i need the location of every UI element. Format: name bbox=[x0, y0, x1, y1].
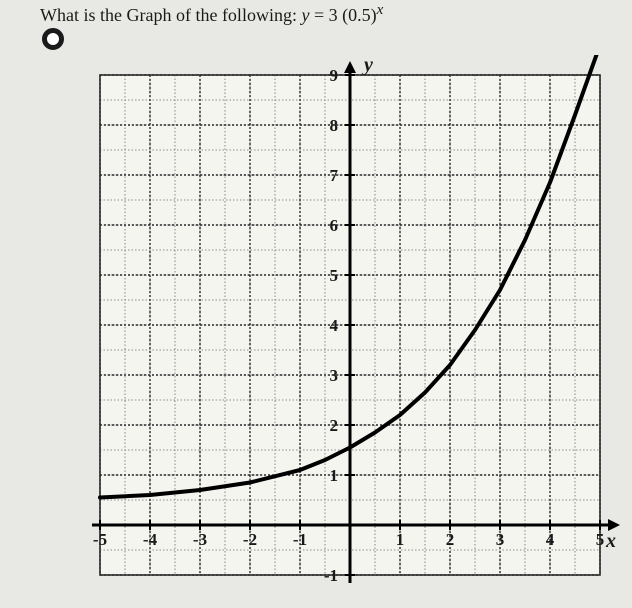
svg-text:-4: -4 bbox=[143, 530, 158, 549]
question-prefix: What is the Graph of the following: bbox=[40, 5, 301, 25]
svg-text:7: 7 bbox=[330, 166, 339, 185]
svg-text:5: 5 bbox=[596, 530, 605, 549]
svg-text:3: 3 bbox=[330, 366, 339, 385]
answer-radio[interactable] bbox=[42, 28, 64, 50]
svg-text:-3: -3 bbox=[193, 530, 207, 549]
svg-text:4: 4 bbox=[330, 316, 339, 335]
svg-text:4: 4 bbox=[546, 530, 555, 549]
svg-text:-5: -5 bbox=[93, 530, 107, 549]
svg-text:2: 2 bbox=[446, 530, 455, 549]
svg-text:y: y bbox=[362, 55, 373, 76]
svg-text:x: x bbox=[605, 530, 616, 552]
svg-text:-1: -1 bbox=[293, 530, 307, 549]
svg-text:3: 3 bbox=[496, 530, 505, 549]
svg-text:-2: -2 bbox=[243, 530, 257, 549]
svg-text:-1: -1 bbox=[324, 566, 338, 585]
svg-text:8: 8 bbox=[330, 116, 339, 135]
eq-coeff: 3 bbox=[329, 5, 343, 25]
svg-text:5: 5 bbox=[330, 266, 339, 285]
svg-text:1: 1 bbox=[330, 466, 339, 485]
eq-base: (0.5) bbox=[342, 5, 377, 25]
graph-chart: -5 -4 -3 -2 -1 1 2 3 4 5 -1 1 2 3 4 5 6 7 8 9 y x bbox=[60, 55, 620, 605]
svg-text:9: 9 bbox=[330, 66, 339, 85]
question-text: What is the Graph of the following: y = … bbox=[40, 2, 383, 26]
svg-text:2: 2 bbox=[330, 416, 339, 435]
eq-exp: x bbox=[377, 2, 384, 18]
eq-equals: = bbox=[309, 5, 328, 25]
chart-svg: -5 -4 -3 -2 -1 1 2 3 4 5 -1 1 2 3 4 5 6 7 8 9 y x bbox=[60, 55, 620, 605]
svg-text:1: 1 bbox=[396, 530, 405, 549]
svg-text:6: 6 bbox=[330, 216, 339, 235]
